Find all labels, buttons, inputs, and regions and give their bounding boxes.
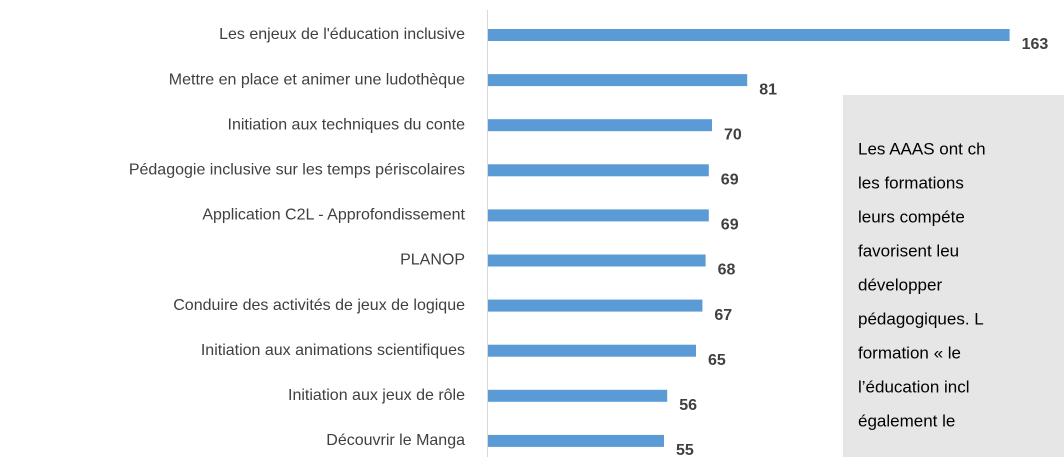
annotation-line: leurs compéte [858,207,965,226]
bar [488,254,706,267]
category-label: Les enjeux de l'éducation inclusive [219,26,465,43]
annotation-box [843,95,1064,457]
category-label: Mettre en place et animer une ludothèque [169,71,465,88]
annotation-line: pédagogiques. L [858,309,984,328]
annotation-line: Les AAAS ont ch [858,139,986,158]
bar [488,344,696,357]
value-label: 70 [724,126,742,143]
category-label: Pédagogie inclusive sur les temps périsc… [129,162,465,179]
value-label: 68 [718,262,736,279]
category-label: PLANOP [400,252,465,269]
bar [488,74,748,87]
value-label: 69 [721,172,739,189]
value-label: 81 [759,81,777,98]
value-label: 69 [721,217,739,234]
bar [488,164,709,177]
value-label: 67 [714,307,732,324]
value-label: 56 [679,397,697,414]
category-label: Découvrir le Manga [326,432,465,449]
category-label: Initiation aux jeux de rôle [288,387,465,404]
category-label: Application C2L - Approfondissement [202,207,465,224]
category-label: Conduire des activités de jeux de logiqu… [173,297,465,314]
value-label: 55 [676,442,694,457]
value-label: 65 [708,352,726,369]
annotation-line: formation « le [858,343,961,362]
bar [488,29,1010,41]
bar [488,119,712,132]
category-label: Initiation aux techniques du conte [228,116,466,133]
annotation-line: également le [858,411,955,430]
bar [488,299,703,312]
annotation-line: développer [858,275,942,294]
category-label: Initiation aux animations scientifiques [201,342,465,359]
annotation-line: l’éducation incl [858,377,970,396]
bar [488,209,709,222]
annotation-line: les formations [858,173,964,192]
bar [488,434,664,447]
bar [488,389,668,402]
annotation-line: favorisent leu [858,241,959,260]
value-label: 163 [1022,36,1049,53]
